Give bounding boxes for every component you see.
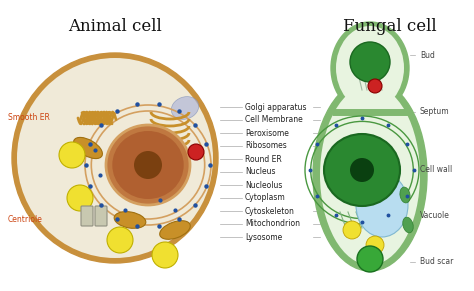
Ellipse shape [106, 125, 190, 205]
Text: Cell Membrane: Cell Membrane [245, 116, 303, 125]
Ellipse shape [107, 227, 133, 253]
Ellipse shape [313, 79, 427, 271]
Text: Cytoskeleton: Cytoskeleton [245, 207, 295, 216]
Text: Smooth ER: Smooth ER [8, 113, 50, 123]
Ellipse shape [112, 131, 184, 199]
Ellipse shape [400, 187, 410, 203]
FancyBboxPatch shape [95, 206, 107, 226]
Text: Peroxisome: Peroxisome [245, 129, 289, 138]
Text: Cell wall: Cell wall [420, 166, 452, 175]
Ellipse shape [12, 53, 218, 263]
Ellipse shape [59, 142, 85, 168]
Text: Septum: Septum [420, 107, 450, 116]
Ellipse shape [320, 85, 420, 265]
Text: Bud scar: Bud scar [420, 258, 453, 267]
Text: Ribosomes: Ribosomes [245, 141, 287, 150]
Ellipse shape [350, 158, 374, 182]
Text: Cytoplasm: Cytoplasm [245, 194, 286, 203]
Ellipse shape [403, 217, 413, 233]
Text: Nucleus: Nucleus [245, 168, 275, 177]
Ellipse shape [152, 242, 178, 268]
Text: Animal cell: Animal cell [68, 18, 162, 35]
Ellipse shape [356, 173, 408, 237]
Ellipse shape [336, 26, 404, 110]
Ellipse shape [357, 246, 383, 272]
Ellipse shape [160, 221, 190, 239]
Ellipse shape [343, 221, 361, 239]
Ellipse shape [73, 137, 102, 159]
Text: Round ER: Round ER [245, 155, 282, 164]
Ellipse shape [324, 134, 400, 206]
Text: Centriole: Centriole [8, 216, 43, 224]
Text: Lysosome: Lysosome [245, 233, 282, 242]
Ellipse shape [350, 42, 390, 82]
Text: Nucleolus: Nucleolus [245, 180, 283, 189]
Ellipse shape [148, 172, 172, 198]
Text: Mitochondrion: Mitochondrion [245, 219, 300, 228]
Ellipse shape [114, 212, 146, 228]
FancyBboxPatch shape [81, 206, 93, 226]
Text: Bud: Bud [420, 51, 435, 59]
Ellipse shape [134, 151, 162, 179]
Ellipse shape [368, 79, 382, 93]
Ellipse shape [17, 58, 213, 258]
Ellipse shape [188, 144, 204, 160]
Ellipse shape [331, 22, 409, 114]
Ellipse shape [67, 185, 93, 211]
Text: Fungal cell: Fungal cell [343, 18, 437, 35]
Ellipse shape [366, 236, 384, 254]
Ellipse shape [171, 97, 199, 119]
Text: Golgi apparatus: Golgi apparatus [245, 102, 307, 111]
Text: Vacuole: Vacuole [420, 210, 450, 219]
